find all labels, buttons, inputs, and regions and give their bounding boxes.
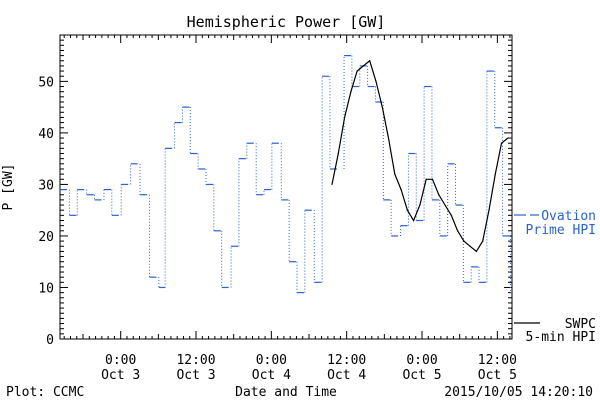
y-tick-label: 10 [38, 281, 54, 296]
series-ovation-prime-hpi [60, 55, 512, 294]
data-point [400, 188, 402, 191]
data-point [350, 91, 352, 93]
data-point [463, 240, 465, 242]
plot-frame [59, 34, 513, 340]
x-tick-time-label: 0:00 [256, 353, 287, 368]
y-tick-label: 30 [38, 178, 54, 193]
y-tick-label: 20 [38, 230, 54, 245]
data-point [488, 209, 490, 211]
data-point [337, 152, 339, 155]
data-point [413, 219, 415, 222]
data-point [394, 173, 396, 175]
data-point [475, 250, 478, 253]
data-point [375, 80, 377, 82]
x-tick-date-label: Oct 5 [478, 368, 517, 383]
x-axis-label: Date and Time [235, 385, 337, 400]
data-point [469, 245, 471, 247]
legend-ovation-label-line2: Prime HPI [526, 223, 596, 238]
data-point [406, 209, 408, 211]
data-point [369, 60, 371, 62]
data-point [356, 70, 358, 72]
data-point [362, 65, 365, 67]
x-tick-date-label: Oct 3 [101, 368, 140, 383]
data-point [500, 142, 503, 144]
series-swpc-5min-hpi [331, 59, 509, 253]
data-point [507, 137, 509, 139]
data-point [387, 137, 390, 139]
legend-swpc-label-line1: SWPC [565, 317, 596, 332]
x-tick-date-label: Oct 5 [402, 368, 441, 383]
data-point [450, 214, 452, 216]
x-tick-time-label: 12:00 [478, 353, 517, 368]
y-tick-label: 50 [38, 75, 54, 90]
x-tick-time-label: 12:00 [176, 353, 215, 368]
data-point [482, 240, 484, 242]
x-tick-date-label: Oct 4 [252, 368, 291, 383]
data-point [438, 194, 440, 196]
series-line [331, 59, 509, 253]
x-tick-time-label: 12:00 [327, 353, 366, 368]
data-point [419, 204, 421, 206]
footer-timestamp: 2015/10/05 14:20:10 [444, 385, 593, 400]
data-point [494, 173, 496, 175]
y-axis: 0 10 20 30 40 50 [38, 34, 512, 348]
x-tick-date-label: Oct 3 [176, 368, 215, 383]
data-point [456, 230, 459, 232]
y-axis-label: P [GW] [1, 164, 16, 211]
x-tick-time-label: 0:00 [105, 353, 136, 368]
data-point [331, 183, 333, 186]
legend-ovation-label-line1: Ovation [541, 209, 596, 224]
data-point [425, 178, 427, 180]
data-point [431, 178, 434, 180]
y-tick-label: 0 [46, 333, 54, 348]
x-tick-date-label: Oct 4 [327, 368, 366, 383]
y-tick-label: 40 [38, 127, 54, 142]
x-tick-time-label: 0:00 [406, 353, 437, 368]
legend-swpc-label-line2: 5-min HPI [526, 330, 596, 345]
chart-title: Hemispheric Power [GW] [187, 13, 386, 31]
data-point [381, 106, 383, 108]
plot-border [59, 34, 513, 340]
data-point [444, 204, 446, 206]
footer-plot-credit: Plot: CCMC [6, 385, 84, 400]
data-point [343, 116, 346, 119]
